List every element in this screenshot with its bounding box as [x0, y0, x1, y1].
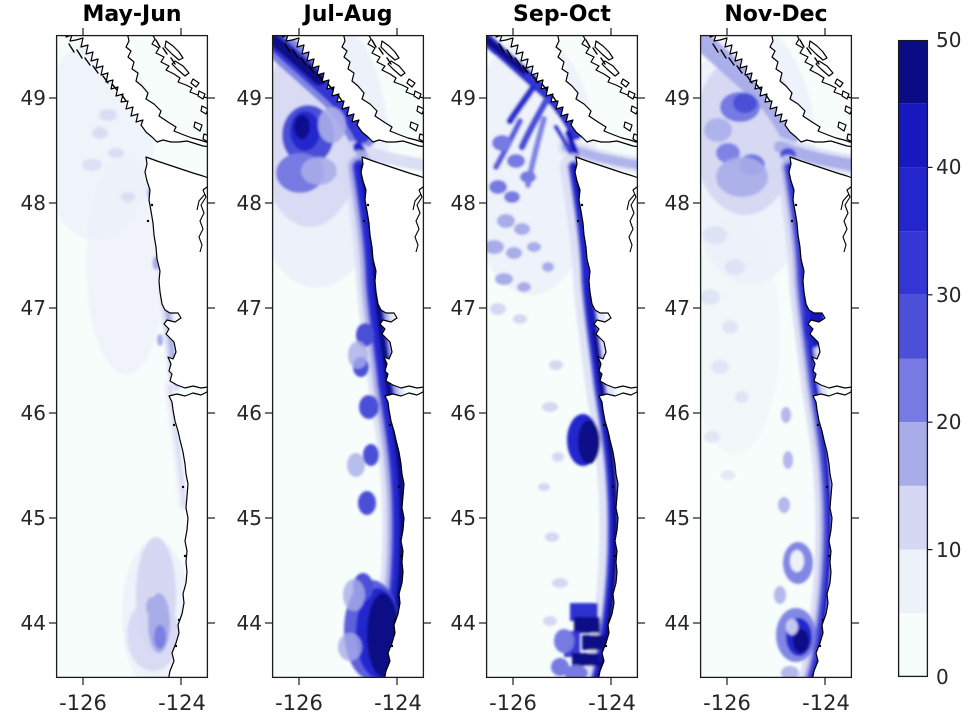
- colorbar-segment: [898, 167, 928, 232]
- panel-title-nov-dec: Nov-Dec: [724, 2, 828, 27]
- y-tick-label: 48: [664, 191, 690, 215]
- y-tick-label: 47: [20, 296, 46, 320]
- x-tick-label: -124: [802, 691, 850, 715]
- map-panel-may-jun: [48, 27, 216, 686]
- y-tick-label: 44: [450, 611, 476, 635]
- y-tick-label: 48: [236, 191, 262, 215]
- y-tick-label: 46: [20, 401, 46, 425]
- y-tick-label: 45: [236, 506, 262, 530]
- y-tick-label: 44: [236, 611, 262, 635]
- colorbar-tick-label: 50: [936, 28, 962, 52]
- x-tick-label: -126: [275, 691, 323, 715]
- map-panel-nov-dec: [692, 27, 860, 686]
- colorbar-segment: [898, 231, 928, 295]
- map-panel-jul-aug: [264, 27, 432, 686]
- axes-frame: [55, 34, 209, 679]
- colorbar-segment: [898, 613, 928, 677]
- colorbar-tick-label: 0: [936, 665, 949, 689]
- y-tick-label: 47: [664, 296, 690, 320]
- x-tick-label: -124: [374, 691, 422, 715]
- axes-frame: [485, 34, 639, 679]
- colorbar-segment: [898, 103, 928, 168]
- colorbar: [897, 39, 933, 678]
- y-tick-label: 44: [20, 611, 46, 635]
- x-tick-label: -126: [59, 691, 107, 715]
- y-tick-label: 46: [236, 401, 262, 425]
- axes-frame: [271, 34, 425, 679]
- y-tick-label: 49: [664, 86, 690, 110]
- colorbar-segment: [898, 358, 928, 423]
- y-tick-label: 48: [450, 191, 476, 215]
- y-tick-label: 49: [450, 86, 476, 110]
- y-tick-label: 44: [664, 611, 690, 635]
- x-tick-label: -126: [703, 691, 751, 715]
- panel-title-jul-aug: Jul-Aug: [303, 2, 393, 27]
- colorbar-segment: [898, 422, 928, 486]
- colorbar-segment: [898, 294, 928, 359]
- y-tick-label: 45: [450, 506, 476, 530]
- heatmap-field-nov-dec: [700, 35, 853, 678]
- panel-title-sep-oct: Sep-Oct: [513, 2, 611, 27]
- x-tick-label: -124: [158, 691, 206, 715]
- colorbar-segment: [898, 549, 928, 614]
- map-panel-sep-oct: [478, 27, 646, 686]
- y-tick-label: 45: [20, 506, 46, 530]
- y-tick-label: 46: [450, 401, 476, 425]
- colorbar-segment: [898, 485, 928, 550]
- y-tick-label: 47: [236, 296, 262, 320]
- panel-title-may-jun: May-Jun: [82, 2, 182, 27]
- y-tick-label: 46: [664, 401, 690, 425]
- y-tick-label: 49: [20, 86, 46, 110]
- colorbar-tick-label: 20: [936, 410, 962, 434]
- colorbar-tick-label: 40: [936, 155, 962, 179]
- colorbar-tick-label: 10: [936, 538, 962, 562]
- x-tick-label: -124: [588, 691, 636, 715]
- colorbar-segment: [898, 40, 928, 104]
- x-tick-label: -126: [489, 691, 537, 715]
- colorbar-frame: [897, 39, 929, 678]
- heatmap-field-may-jun: [56, 40, 190, 678]
- y-tick-label: 48: [20, 191, 46, 215]
- y-tick-label: 49: [236, 86, 262, 110]
- y-tick-label: 45: [664, 506, 690, 530]
- axes-frame: [699, 34, 853, 679]
- y-tick-label: 47: [450, 296, 476, 320]
- colorbar-tick-label: 30: [936, 283, 962, 307]
